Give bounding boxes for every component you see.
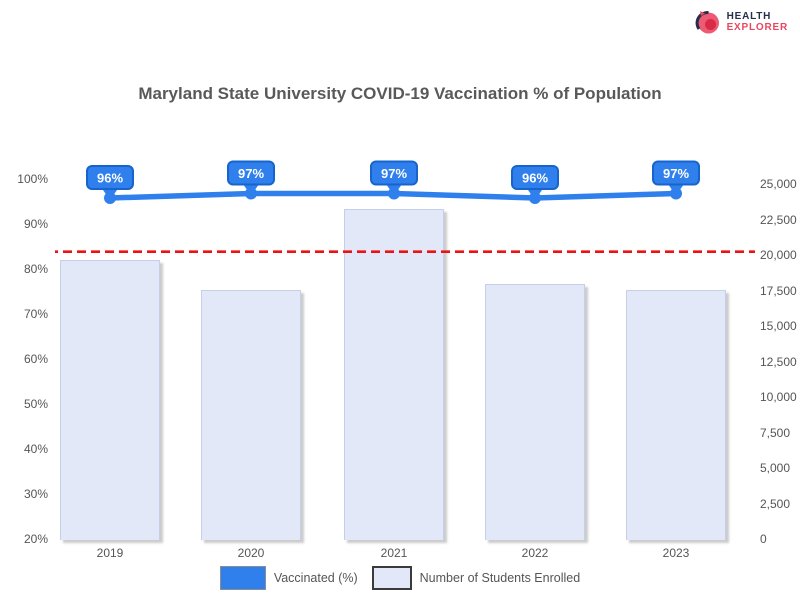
y-axis-right-tick-label: 2,500 [760,496,791,511]
legend-label-line: Vaccinated (%) [273,571,358,585]
y-axis-left-tick-label: 90% [23,217,48,231]
globe-icon [695,10,719,34]
site-logo: HEALTH EXPLORER [694,8,788,36]
y-axis-left-tick-label: 30% [23,487,48,501]
callout-value-label: 97% [381,166,407,181]
y-axis-left-tick-label: 100% [17,172,48,186]
logo-word-bottom: EXPLORER [726,22,788,33]
x-axis-tick-label-2023: 2023 [662,546,690,560]
callout-value-label: 97% [663,166,689,181]
chart-title: Maryland State University COVID-19 Vacci… [138,84,662,103]
bar-2021[interactable] [344,209,444,540]
y-axis-left-tick-label: 70% [23,307,48,321]
legend-swatch-line [219,566,266,590]
legend-label-bar: Number of Students Enrolled [419,571,581,585]
y-axis-right-tick-label: 7,500 [760,425,791,440]
chart-legend: Vaccinated (%) Number of Students Enroll… [0,566,800,590]
y-axis-right-tick-label: 0 [760,532,767,546]
y-axis-right-tick-label: 17,500 [760,283,797,298]
x-axis-tick-label-2022: 2022 [521,546,549,560]
y-axis-left-tick-label: 20% [23,532,48,546]
y-axis-right-tick-label: 15,000 [760,319,797,333]
y-axis-right-tick-label: 22,500 [760,212,797,227]
y-axis-right-tick-label: 25,000 [760,177,797,191]
y-axis-right-tick-label: 12,500 [760,354,797,369]
y-axis-right-tick-label: 20,000 [760,248,797,262]
y-axis-right-tick-label: 10,000 [760,390,797,404]
y-axis-left-tick-label: 60% [23,352,48,366]
bar-2019[interactable] [60,260,160,540]
bar-2023[interactable] [626,290,726,540]
y-axis-left-tick-label: 50% [23,397,48,411]
legend-swatch-bar [371,566,412,590]
y-axis-left-tick-label: 80% [23,262,48,276]
logo-word-top: HEALTH [726,11,772,22]
legend-item-line[interactable]: Vaccinated (%) [219,566,358,590]
plot-area [55,180,755,540]
callout-value-label: 97% [238,166,264,181]
x-axis-tick-label-2019: 2019 [96,546,124,560]
y-axis-right-tick-label: 5,000 [760,461,791,475]
x-axis-tick-label-2021: 2021 [380,546,408,560]
x-axis-tick-label-2020: 2020 [237,546,265,560]
bar-2020[interactable] [201,290,301,540]
bar-2022[interactable] [485,284,585,540]
y-axis-left-tick-label: 40% [23,442,48,456]
legend-item-bar[interactable]: Number of Students Enrolled [371,566,581,590]
